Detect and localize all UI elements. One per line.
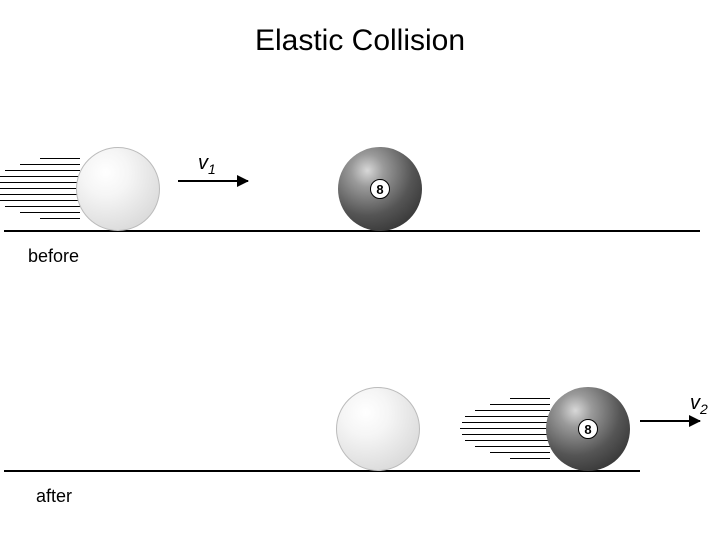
after-light-ball [336, 387, 420, 471]
after-velocity-arrow [640, 420, 700, 422]
before-eight-badge: 8 [370, 179, 390, 199]
after-ground-line [4, 470, 640, 472]
before-velocity-v: v [198, 152, 208, 174]
before-light-ball [76, 147, 160, 231]
diagram-title: Elastic Collision [0, 24, 720, 58]
after-eight-label: 8 [584, 422, 591, 437]
after-velocity-v: v [690, 392, 700, 414]
after-eight-badge: 8 [578, 419, 598, 439]
before-velocity-sub: 1 [208, 161, 216, 177]
after-velocity-sub: 2 [700, 401, 708, 417]
before-velocity-label: v1 [198, 152, 216, 177]
after-label: after [36, 486, 72, 507]
before-label: before [28, 246, 79, 267]
after-velocity-label: v2 [690, 392, 708, 417]
before-eight-label: 8 [376, 182, 383, 197]
before-dark-ball: 8 [338, 147, 422, 231]
before-ground-line [4, 230, 700, 232]
after-dark-ball: 8 [546, 387, 630, 471]
before-velocity-arrow [178, 180, 248, 182]
